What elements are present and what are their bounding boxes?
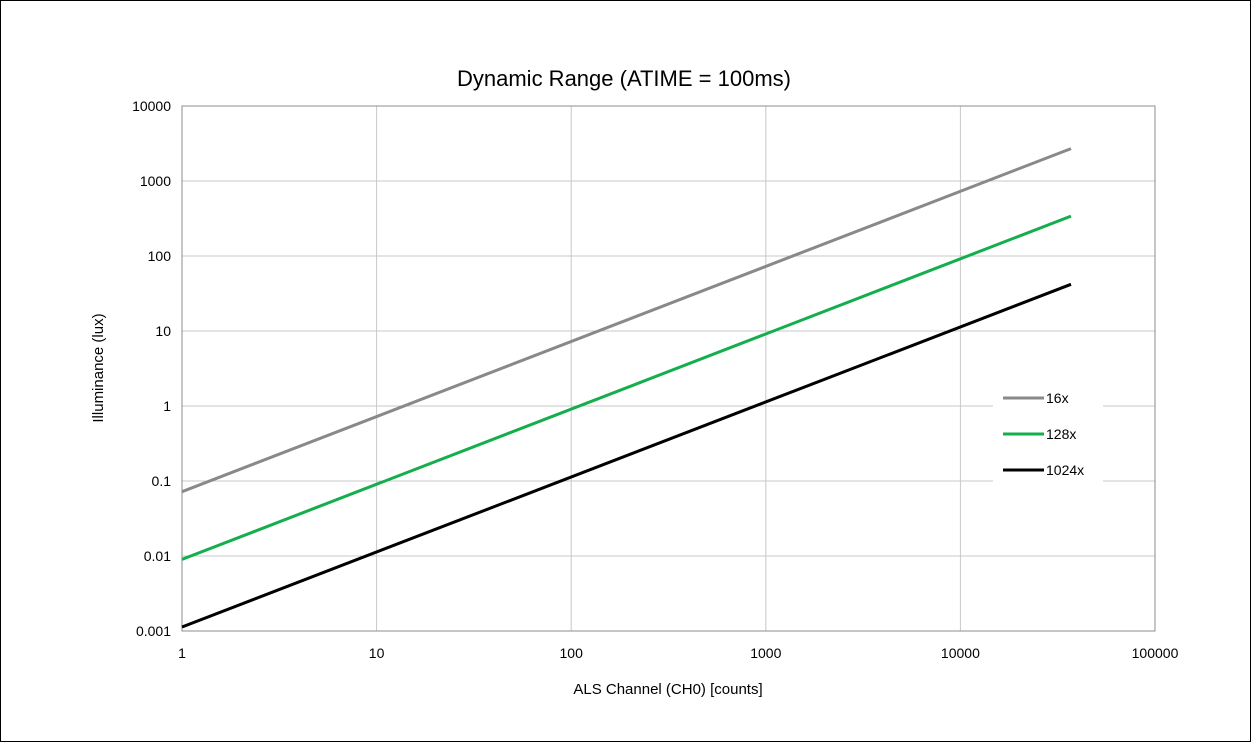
y-tick-label: 0.001 [136, 623, 171, 639]
chart-title: Dynamic Range (ATIME = 100ms) [457, 66, 791, 91]
y-axis-title: Illuminance (lux) [90, 313, 107, 422]
series-line-16x [181, 147, 1072, 494]
y-tick-label: 100 [148, 248, 172, 264]
grid [181, 105, 1156, 632]
x-tick-label: 100 [560, 645, 584, 661]
series-line-1024x [181, 282, 1072, 629]
legend-label: 1024x [1046, 462, 1084, 478]
legend-label: 16x [1046, 390, 1069, 406]
legend-label: 128x [1046, 426, 1076, 442]
x-tick-label: 100000 [1132, 645, 1179, 661]
y-tick-label: 10000 [132, 98, 171, 114]
y-axis: 10000 1000 100 10 1 0.1 0.01 0.001 [132, 98, 171, 639]
y-tick-label: 1 [163, 398, 171, 414]
y-tick-label: 10 [155, 323, 171, 339]
plot-area [181, 105, 1156, 632]
x-axis: 1 10 100 1000 10000 100000 [178, 645, 1178, 661]
series-group [181, 147, 1072, 629]
x-tick-label: 1 [178, 645, 186, 661]
series-line-128x [181, 214, 1072, 561]
x-tick-label: 1000 [750, 645, 781, 661]
x-axis-title: ALS Channel (CH0) [counts] [573, 681, 762, 698]
y-tick-label: 0.01 [144, 548, 171, 564]
y-tick-label: 0.1 [152, 473, 172, 489]
x-tick-label: 10000 [941, 645, 980, 661]
y-tick-label: 1000 [140, 173, 171, 189]
legend: 16x 128x 1024x [993, 384, 1103, 484]
x-tick-label: 10 [369, 645, 385, 661]
